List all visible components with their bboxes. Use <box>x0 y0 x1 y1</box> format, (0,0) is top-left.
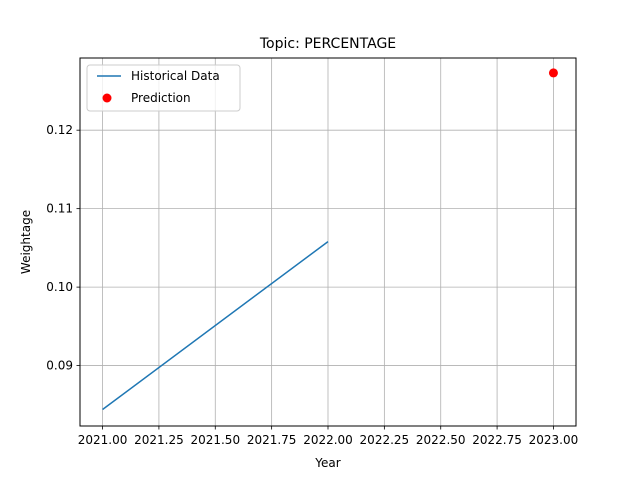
grid <box>80 58 576 426</box>
y-tick-label: 0.12 <box>46 123 73 137</box>
x-tick-label: 2022.00 <box>303 433 353 447</box>
y-axis-label: Weightage <box>19 210 33 274</box>
x-tick-label: 2022.75 <box>472 433 522 447</box>
legend-historical-label: Historical Data <box>131 69 220 83</box>
y-tick-label: 0.09 <box>46 359 73 373</box>
x-tick-label: 2021.50 <box>190 433 240 447</box>
plot-data <box>102 68 558 411</box>
chart-title: Topic: PERCENTAGE <box>259 36 396 52</box>
x-axis-label: Year <box>314 456 340 470</box>
axis-ticks: 2021.00 2021.25 2021.50 2021.75 2022.00 2022.… <box>46 123 578 447</box>
y-tick-label: 0.11 <box>46 202 73 216</box>
x-tick-label: 2022.50 <box>416 433 466 447</box>
x-tick-label: 2021.00 <box>78 433 128 447</box>
x-tick-label: 2021.25 <box>134 433 184 447</box>
legend-box <box>86 64 241 112</box>
x-tick-label: 2022.25 <box>360 433 410 447</box>
legend: Historical Data Prediction <box>86 64 241 112</box>
y-tick-label: 0.10 <box>46 280 73 294</box>
prediction-point <box>548 68 558 78</box>
legend-prediction-label: Prediction <box>131 91 191 105</box>
historical-data-line <box>102 241 329 411</box>
x-tick-label: 2021.75 <box>247 433 297 447</box>
x-tick-label: 2023.00 <box>529 433 579 447</box>
legend-prediction-marker-icon <box>102 93 112 103</box>
